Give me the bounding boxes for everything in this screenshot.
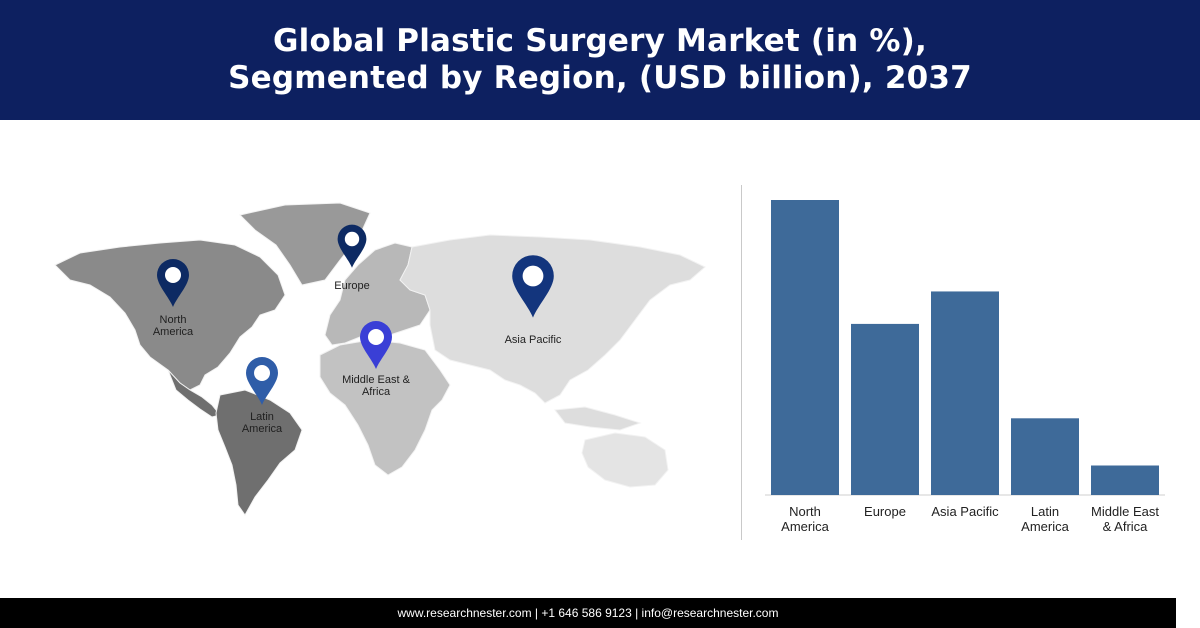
world-map: North America Europe Asia Pacific Middle Eas…: [40, 185, 720, 525]
pin-center-dot: [254, 365, 270, 381]
bar-chart: North America Europe Asia Pacific Latin Ameri…: [745, 185, 1185, 545]
header-banner: Global Plastic Surgery Market (in %), Se…: [0, 0, 1200, 120]
page-title-line-1: Global Plastic Surgery Market (in %),: [273, 23, 927, 59]
pin-center-dot: [344, 231, 360, 247]
pin-label-north-america: America: [153, 326, 194, 338]
southeast-asia-region: [554, 406, 642, 431]
page-title-line-2: Segmented by Region, (USD billion), 2037: [228, 60, 972, 96]
bar-0: [771, 200, 839, 495]
latin-america-region: [215, 389, 303, 516]
x-tick-label-4: Middle East: [1091, 504, 1159, 519]
map-pin-latin-america: [246, 357, 278, 405]
x-tick-label-3: America: [1021, 519, 1069, 534]
pin-label-europe: Europe: [334, 280, 369, 292]
x-tick-label-4: & Africa: [1103, 519, 1149, 534]
bar-2: [931, 291, 999, 495]
pin-label-north-america: North: [160, 314, 187, 326]
x-tick-label-2: Asia Pacific: [931, 504, 999, 519]
map-pin-north-america: [157, 259, 189, 307]
footer-contact-text: www.researchnester.com | +1 646 586 9123…: [397, 606, 779, 620]
bar-3: [1011, 418, 1079, 495]
map-pin-asia-pacific: [512, 255, 554, 318]
x-tick-label-0: America: [781, 519, 829, 534]
x-tick-label-1: Europe: [864, 504, 906, 519]
pin-center-dot: [165, 267, 181, 283]
x-tick-label-3: Latin: [1031, 504, 1059, 519]
pin-label-latin-america: Latin: [250, 411, 274, 423]
map-pin-middle-east-africa: [360, 321, 392, 369]
pin-center-dot: [522, 265, 544, 287]
x-tick-label-0: North: [789, 504, 821, 519]
bar-1: [851, 323, 919, 495]
pin-label-asia-pacific: Asia Pacific: [505, 334, 562, 346]
map-pin-europe: [337, 224, 367, 268]
asia-region: [399, 234, 706, 404]
panel-divider: [741, 185, 742, 540]
north-america-region: [54, 239, 286, 391]
pin-center-dot: [368, 329, 384, 345]
footer-bar: www.researchnester.com | +1 646 586 9123…: [0, 598, 1176, 628]
pin-label-latin-america: America: [242, 423, 283, 435]
africa-region: [319, 339, 451, 476]
oceania-region: [581, 432, 669, 488]
pin-label-middle-east-africa: Middle East &: [342, 374, 411, 386]
pin-label-middle-east-africa: Africa: [362, 386, 391, 398]
greenland-region: [239, 202, 371, 286]
bar-4: [1091, 465, 1159, 495]
